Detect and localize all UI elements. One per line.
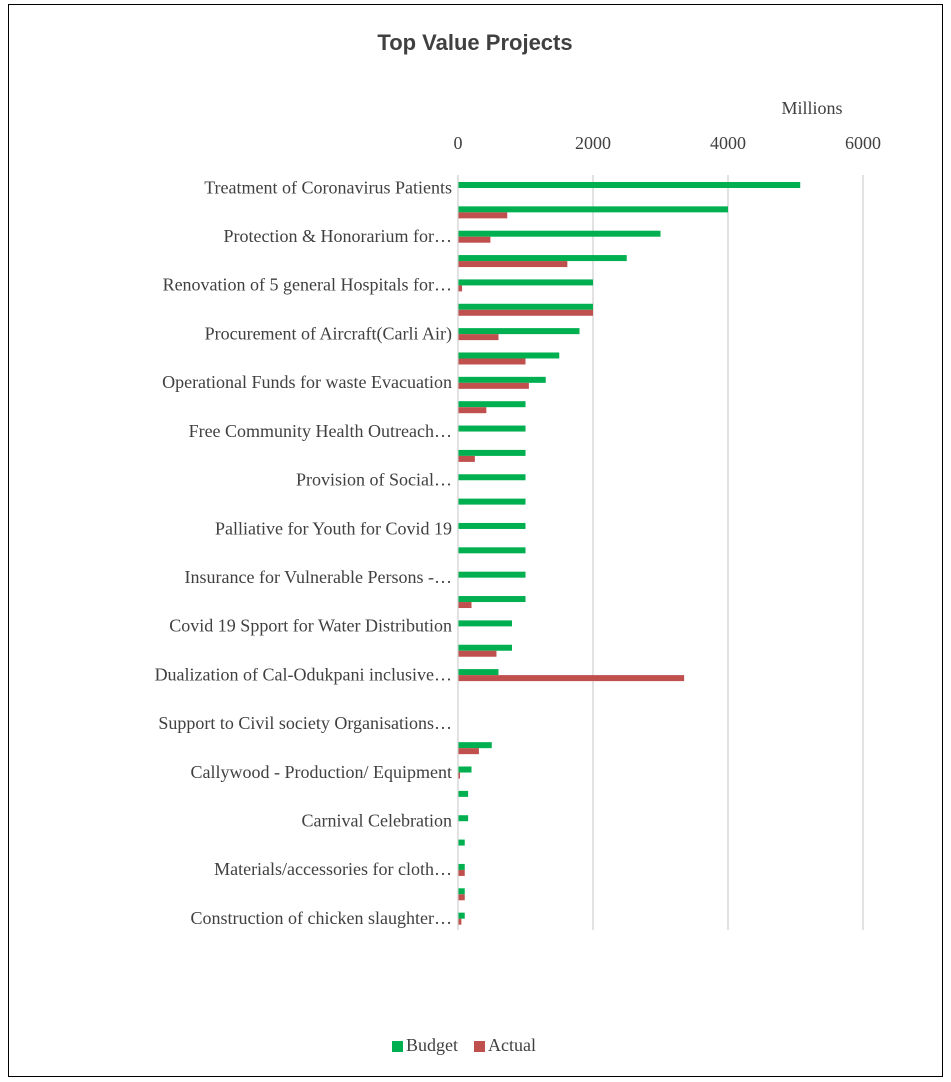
bar	[458, 401, 526, 408]
bar	[458, 376, 546, 383]
bar	[458, 230, 661, 237]
x-tick-label: 0	[454, 133, 463, 153]
bar	[458, 675, 685, 682]
y-tick-label: Free Community Health Outreach…	[189, 421, 452, 441]
bar	[458, 620, 512, 627]
chart-border	[8, 4, 943, 1077]
x-tick-label: 2000	[575, 133, 611, 153]
bar	[458, 888, 465, 895]
y-tick-label: Callywood - Production/ Equipment	[191, 762, 452, 782]
bar	[458, 303, 593, 310]
legend-swatch	[392, 1041, 403, 1052]
bar	[458, 474, 526, 481]
bar	[458, 182, 801, 188]
bar	[458, 334, 499, 341]
y-tick-label: Insurance for Vulnerable Persons -…	[184, 567, 452, 587]
bar	[458, 650, 497, 657]
bar	[458, 869, 465, 876]
legend-label: Actual	[488, 1035, 536, 1055]
y-tick-label: Construction of chicken slaughter…	[191, 908, 452, 928]
y-tick-label: Palliative for Youth for Covid 19	[215, 518, 452, 538]
bar	[458, 839, 465, 846]
y-tick-label: Treatment of Coronavirus Patients	[204, 177, 452, 197]
bar	[458, 206, 728, 213]
bar	[458, 328, 580, 335]
y-tick-label: Provision of Social…	[296, 470, 452, 490]
bar	[458, 285, 463, 292]
bar	[458, 790, 469, 797]
bar	[458, 894, 465, 901]
bar	[458, 455, 475, 462]
legend-label: Budget	[406, 1035, 458, 1055]
bar	[458, 279, 593, 286]
bar	[458, 352, 560, 359]
bar	[458, 498, 526, 505]
bar	[458, 425, 526, 432]
bar	[458, 644, 512, 651]
y-tick-label: Carnival Celebration	[302, 811, 452, 831]
bar	[458, 261, 568, 268]
bar	[458, 766, 472, 773]
bar	[458, 449, 526, 456]
bar	[458, 358, 526, 365]
bar	[458, 918, 462, 925]
axis-unit-label: Millions	[781, 98, 842, 118]
y-tick-label: Renovation of 5 general Hospitals for…	[163, 275, 452, 295]
bar	[458, 748, 479, 755]
bar	[458, 742, 492, 749]
y-tick-label: Procurement of Aircraft(Carli Air)	[205, 323, 452, 344]
bar	[458, 815, 469, 822]
bar	[458, 596, 526, 603]
y-tick-label: Covid 19 Spport for Water Distribution	[169, 616, 452, 636]
bar	[458, 382, 529, 389]
chart-title: Top Value Projects	[377, 30, 572, 55]
bar	[458, 236, 491, 243]
bar	[458, 212, 508, 219]
bar	[458, 571, 526, 578]
y-tick-label: Protection & Honorarium for…	[224, 226, 452, 246]
bar	[458, 912, 465, 919]
y-tick-label: Materials/accessories for cloth…	[214, 859, 452, 879]
bar	[458, 547, 526, 554]
x-tick-label: 6000	[845, 133, 881, 153]
bar	[458, 602, 472, 609]
bar	[458, 522, 526, 529]
bar	[458, 669, 499, 676]
y-tick-label: Support to Civil society Organisations…	[158, 713, 452, 733]
bar	[458, 407, 487, 414]
legend-swatch	[474, 1041, 485, 1052]
y-tick-label: Operational Funds for waste Evacuation	[162, 372, 452, 392]
bar	[458, 309, 593, 316]
y-tick-label: Dualization of Cal-Odukpani inclusive…	[155, 664, 452, 684]
bar	[458, 255, 627, 262]
bar	[458, 863, 465, 870]
bar	[458, 772, 461, 779]
x-tick-label: 4000	[710, 133, 746, 153]
